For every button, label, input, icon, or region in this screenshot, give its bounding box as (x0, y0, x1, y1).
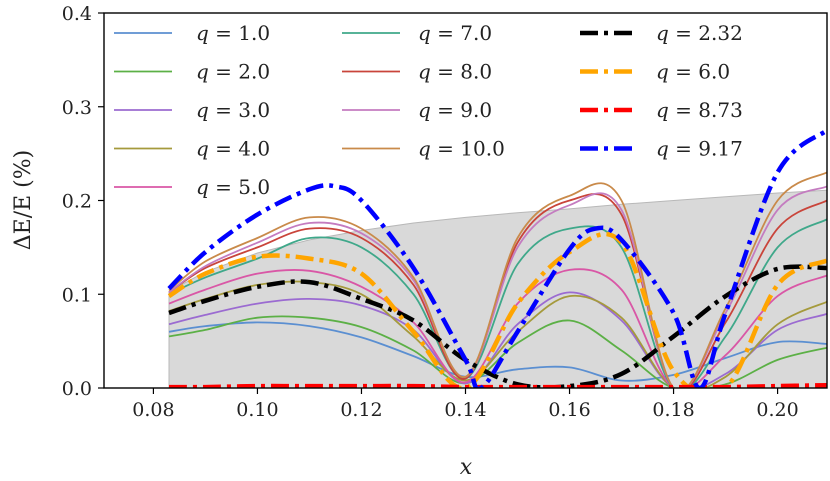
legend-label: q = 9.17 (656, 137, 743, 161)
y-tick-label: 0.0 (62, 378, 92, 400)
legend-label: q = 2.0 (196, 60, 270, 84)
x-tick-label: 0.18 (652, 399, 694, 421)
legend-label: q = 10.0 (418, 137, 505, 161)
shaded-region (168, 189, 827, 388)
legend-label: q = 6.0 (656, 60, 730, 84)
x-tick-label: 0.08 (132, 399, 174, 421)
x-tick-label: 0.16 (548, 399, 590, 421)
series-line-12 (167, 128, 827, 388)
legend-label: q = 7.0 (418, 21, 492, 45)
x-tick-label: 0.14 (444, 399, 486, 421)
series-line-11 (168, 382, 827, 388)
legend-label: q = 4.0 (196, 137, 270, 161)
legend: q = 1.0 q = 2.0 q = 3.0 q = 4.0 q = 5.0 q = 7… (114, 21, 743, 199)
series-line-9 (168, 264, 827, 388)
legend-label: q = 9.0 (418, 98, 492, 122)
y-tick-label: 0.2 (62, 191, 92, 213)
y-tick-label: 0.1 (62, 284, 92, 306)
legend-label: q = 2.32 (656, 21, 743, 45)
x-tick-label: 0.20 (756, 399, 798, 421)
series-line-8 (168, 171, 827, 388)
legend-label: q = 3.0 (196, 98, 270, 122)
legend-label: q = 8.73 (656, 98, 743, 122)
legend-label: q = 8.0 (418, 60, 492, 84)
series-line-6 (168, 193, 827, 388)
x-tick-label: 0.10 (236, 399, 278, 421)
x-axis-label: x (460, 455, 473, 480)
axis-ticks: 0.08 0.10 0.12 0.14 0.16 0.18 0.20 0.0 0.1 0.2 0.3… (62, 3, 799, 421)
series-line-4 (168, 268, 827, 388)
series-line-5 (168, 218, 827, 388)
legend-label: q = 1.0 (196, 21, 270, 45)
series-line-2 (168, 291, 827, 388)
y-tick-label: 0.4 (62, 3, 92, 25)
series-line-10 (167, 231, 827, 388)
legend-label: q = 5.0 (196, 175, 270, 199)
y-axis-label: ΔE/E (%) (11, 150, 36, 250)
series-lines (167, 128, 827, 388)
x-tick-label: 0.12 (340, 399, 382, 421)
series-line-7 (168, 185, 827, 388)
shaded-band (168, 189, 827, 388)
y-tick-label: 0.3 (62, 97, 92, 119)
